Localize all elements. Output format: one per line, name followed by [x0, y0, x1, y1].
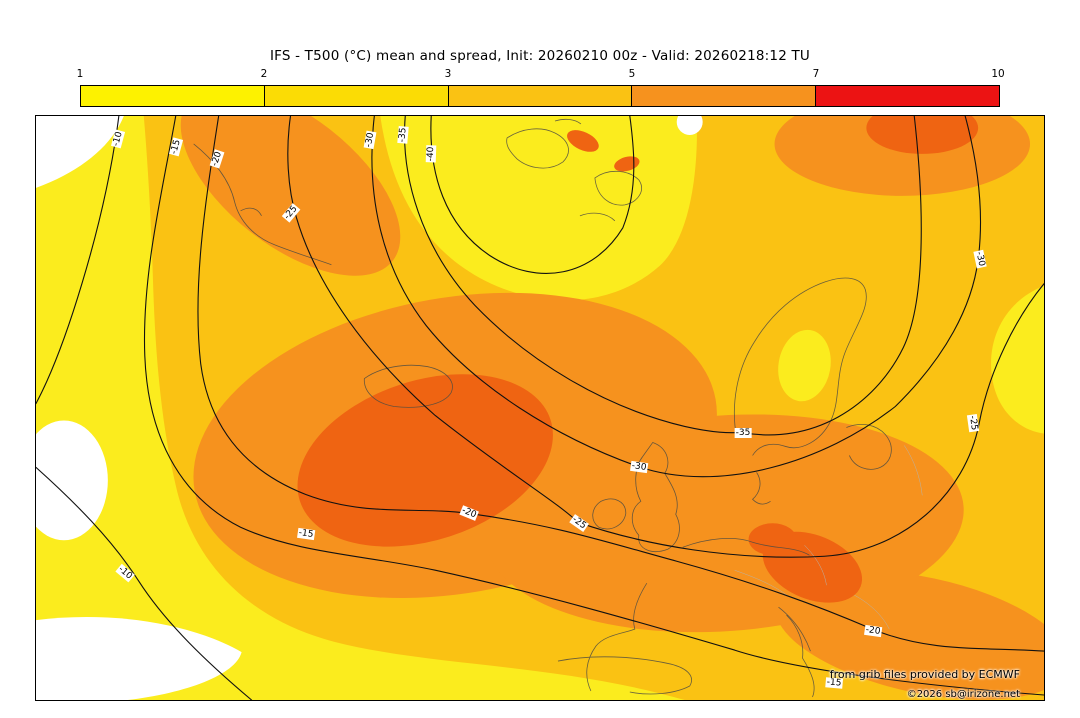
- colorbar-tick: 7: [812, 68, 820, 80]
- map-canvas: [36, 116, 1044, 700]
- coastline-arctic-islands: [506, 118, 642, 222]
- colorbar-segment: [81, 86, 264, 106]
- credits-copyright: ©2026 sb@irizone.net: [906, 689, 1020, 700]
- colorbar-tick: 1: [76, 68, 84, 80]
- contour-label: -40: [425, 145, 437, 163]
- colorbar-segment: [631, 86, 816, 106]
- coastline-france-iberia: [557, 582, 692, 695]
- contour-line-minus10: [36, 466, 253, 700]
- contour-label: -20: [864, 624, 882, 638]
- spread-region: [36, 420, 108, 541]
- coastline-italy: [778, 606, 815, 698]
- contour-label: -25: [966, 414, 980, 432]
- coastline-iceland: [363, 364, 453, 408]
- chart-title: IFS - T500 (°C) mean and spread, Init: 2…: [269, 48, 811, 64]
- spread-region: [778, 329, 831, 402]
- spread-region: [36, 116, 124, 188]
- colorbar: [80, 85, 1000, 107]
- credits-source: from grib files provided by ECMWF: [829, 668, 1020, 681]
- coastline-north-sea: [682, 538, 810, 556]
- spread-region: [775, 570, 1044, 700]
- spread-region: [748, 523, 797, 556]
- border-line: [734, 445, 923, 630]
- colorbar-ticks: 1 2 3 5 7 10: [76, 68, 1005, 82]
- spread-region: [36, 616, 242, 700]
- spread-region: [567, 130, 599, 152]
- coastline-denmark: [751, 472, 771, 505]
- colorbar-tick: 2: [260, 68, 268, 80]
- colorbar-tick: 10: [991, 68, 1005, 80]
- contour-label: -15: [297, 527, 315, 541]
- spread-region: [866, 116, 979, 154]
- spread-region: [297, 374, 553, 547]
- contour-line-minus40: [430, 116, 635, 274]
- spread-fill-layer: [36, 116, 1044, 700]
- coastlines-layer: [193, 118, 892, 698]
- spread-region: [991, 285, 1044, 434]
- colorbar-segment: [263, 86, 448, 106]
- coastline-scandinavia: [733, 277, 867, 456]
- spread-region: [676, 116, 703, 135]
- contour-label: -30: [630, 460, 648, 474]
- map: -10 -15 -20 -25 -30 -35 -40 -10 -15 -20 …: [35, 115, 1045, 701]
- contour-line-minus15: [143, 116, 1044, 696]
- borders-layer: [734, 445, 923, 630]
- spread-region: [614, 156, 640, 172]
- colorbar-segment: [447, 86, 632, 106]
- coastline-baltic: [846, 424, 892, 470]
- contour-label: -35: [734, 428, 752, 438]
- colorbar-tick: 5: [628, 68, 636, 80]
- colorbar-segment: [815, 86, 999, 106]
- contour-line-minus10: [36, 116, 120, 405]
- coastline-ireland: [592, 498, 627, 530]
- coastline-greenland: [193, 143, 332, 266]
- contour-line-minus35: [404, 116, 922, 436]
- spread-colorbar: 1 2 3 5 7 10: [76, 68, 1005, 108]
- colorbar-tick: 3: [444, 68, 452, 80]
- spread-region: [180, 116, 401, 276]
- coastline-greenland-fjord: [240, 207, 262, 217]
- contour-label: -35: [397, 126, 409, 144]
